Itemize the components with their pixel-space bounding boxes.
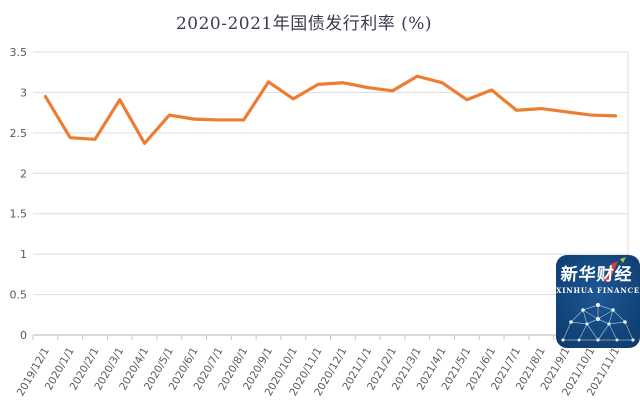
rate-series-line [43, 74, 618, 145]
logo-network-dome [561, 302, 635, 342]
x-tick-label: 2019/12/1 [15, 346, 52, 399]
logo-name-en: XINHUA FINANCE [556, 286, 640, 295]
logo-red-accent [604, 261, 618, 282]
x-axis-labels: 2019/12/12020/1/12020/2/12020/3/12020/4/… [15, 345, 623, 398]
y-tick-label: 0.5 [10, 289, 28, 302]
y-tick-label: 3 [20, 86, 27, 99]
logo-name-cn: 新华财经 [560, 264, 633, 285]
y-tick-label: 1.5 [10, 208, 28, 221]
chart-title: 2020-2021年国债发行利率 (%) [175, 14, 433, 34]
xinhua-finance-logo: 新华财经 XINHUA FINANCE [556, 255, 640, 348]
y-axis-labels: 0 0.5 1 1.5 2 2.5 3 3.5 [10, 46, 28, 342]
x-axis [32, 334, 629, 340]
y-tick-label: 2 [20, 167, 27, 180]
y-tick-label: 3.5 [10, 46, 28, 59]
gridlines [33, 51, 628, 296]
y-tick-label: 0 [20, 329, 27, 342]
y-tick-label: 1 [20, 248, 27, 261]
y-tick-label: 2.5 [10, 127, 28, 140]
logo-background [556, 255, 640, 348]
logo-green-accent [620, 257, 626, 263]
